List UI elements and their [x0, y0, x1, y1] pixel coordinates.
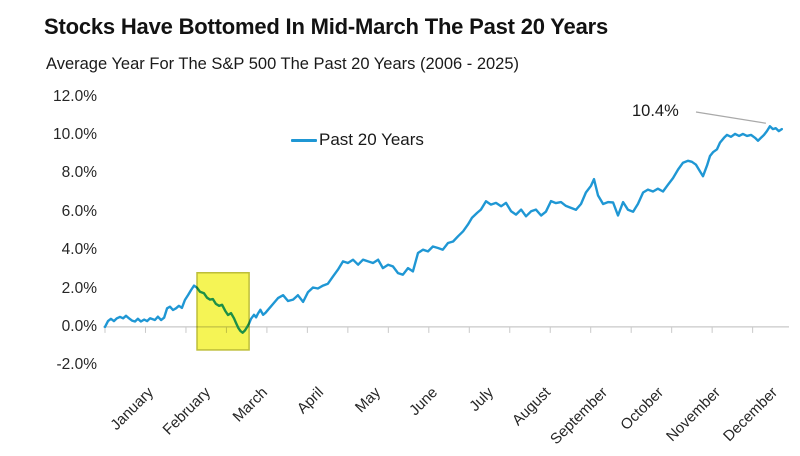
legend-label: Past 20 Years	[319, 130, 424, 149]
y-axis-tick-label: 12.0%	[53, 87, 97, 105]
y-axis-tick-label: 2.0%	[61, 279, 97, 297]
mid-march-highlight-box	[196, 272, 250, 351]
y-axis-tick-label: 10.0%	[53, 125, 97, 143]
peak-value-annotation: 10.4%	[632, 102, 679, 120]
y-axis-tick-label: -2.0%	[56, 356, 98, 374]
legend-line-swatch	[291, 138, 317, 142]
annotation-leader-line	[695, 111, 766, 124]
legend: Past 20 Years	[291, 130, 424, 150]
chart-title: Stocks Have Bottomed In Mid-March The Pa…	[44, 14, 609, 39]
y-axis-tick-label: 4.0%	[61, 241, 97, 259]
y-axis-tick-label: 6.0%	[61, 202, 97, 220]
y-axis-tick-label: 0.0%	[61, 317, 97, 335]
chart-subtitle: Average Year For The S&P 500 The Past 20…	[46, 55, 520, 73]
series-line-past-20-years	[103, 125, 783, 334]
y-axis-tick-label: 8.0%	[61, 164, 97, 182]
